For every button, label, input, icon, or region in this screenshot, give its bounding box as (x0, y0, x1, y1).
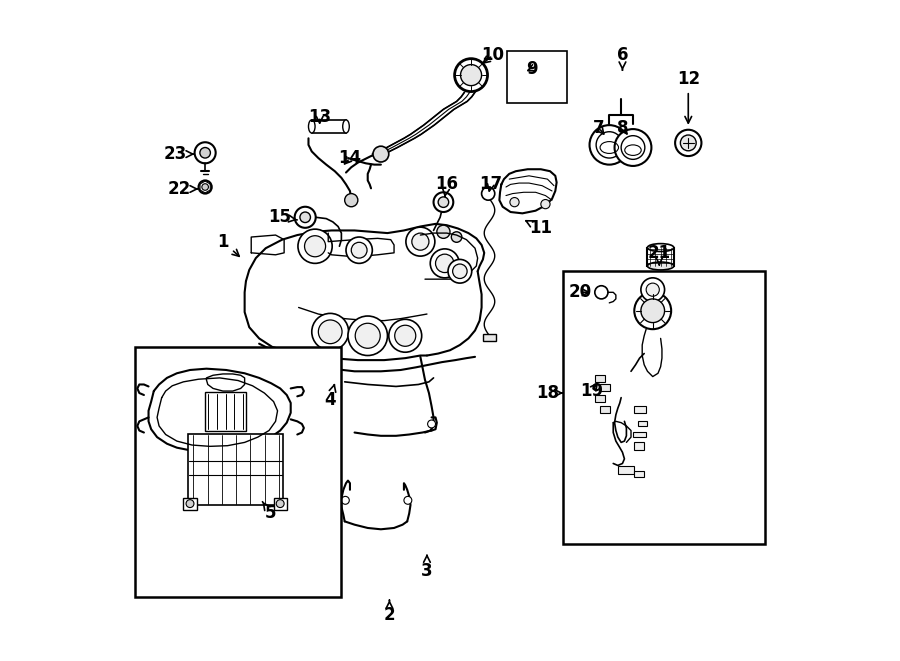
Bar (633, 432, 646, 437)
Circle shape (680, 135, 697, 151)
Ellipse shape (647, 262, 674, 270)
Circle shape (356, 323, 380, 348)
Circle shape (406, 227, 435, 256)
Text: 19: 19 (580, 382, 603, 400)
Circle shape (348, 316, 388, 356)
Circle shape (641, 299, 664, 323)
Text: 7: 7 (593, 119, 605, 137)
Circle shape (345, 194, 358, 207)
Circle shape (451, 232, 462, 243)
Circle shape (430, 249, 459, 278)
Circle shape (200, 147, 211, 158)
Circle shape (389, 319, 422, 352)
Circle shape (596, 132, 623, 158)
Text: 11: 11 (526, 219, 553, 237)
Circle shape (510, 198, 519, 207)
Text: 4: 4 (324, 385, 336, 408)
Bar (595, 375, 605, 382)
Circle shape (276, 500, 284, 508)
Bar (600, 385, 610, 391)
Text: 9: 9 (526, 59, 538, 77)
Circle shape (311, 313, 348, 350)
Bar (188, 434, 284, 505)
Circle shape (199, 180, 212, 194)
Polygon shape (500, 169, 556, 214)
Polygon shape (148, 369, 291, 451)
Text: 16: 16 (436, 175, 458, 196)
Circle shape (300, 212, 310, 223)
Bar (205, 393, 246, 430)
Circle shape (428, 420, 436, 428)
Circle shape (202, 184, 209, 190)
Text: 22: 22 (167, 180, 197, 198)
Ellipse shape (647, 244, 674, 252)
Bar (595, 395, 605, 402)
Text: 17: 17 (479, 175, 502, 194)
Circle shape (461, 65, 482, 86)
Circle shape (436, 225, 450, 239)
Circle shape (346, 237, 373, 263)
Text: 14: 14 (338, 149, 362, 167)
Bar (634, 471, 644, 477)
Bar (274, 498, 287, 510)
Circle shape (186, 500, 194, 508)
Circle shape (634, 292, 671, 329)
Text: 13: 13 (308, 108, 331, 126)
Bar (508, 51, 566, 103)
Ellipse shape (343, 120, 349, 133)
Bar (634, 407, 646, 412)
Circle shape (641, 278, 664, 301)
Bar (135, 347, 341, 597)
Circle shape (482, 187, 495, 200)
Circle shape (595, 286, 608, 299)
Text: 6: 6 (616, 46, 628, 70)
Bar (617, 466, 634, 474)
Text: 1: 1 (217, 233, 239, 256)
Circle shape (590, 125, 629, 165)
Circle shape (436, 254, 454, 272)
Text: 21: 21 (648, 244, 670, 265)
Circle shape (395, 325, 416, 346)
Text: 18: 18 (536, 384, 562, 402)
Circle shape (298, 229, 332, 263)
Circle shape (448, 259, 472, 283)
Circle shape (304, 236, 326, 256)
Text: 10: 10 (482, 46, 504, 64)
Bar (634, 442, 644, 450)
Circle shape (412, 233, 429, 251)
Circle shape (351, 243, 367, 258)
Circle shape (434, 192, 454, 212)
Ellipse shape (309, 120, 315, 133)
Text: 20: 20 (569, 284, 592, 301)
Bar (563, 271, 765, 545)
Circle shape (453, 264, 467, 278)
Text: 5: 5 (263, 502, 276, 522)
Circle shape (454, 59, 488, 92)
Text: 3: 3 (421, 555, 433, 580)
Bar (647, 248, 674, 266)
Circle shape (319, 320, 342, 344)
Text: 8: 8 (616, 119, 628, 137)
Circle shape (194, 142, 216, 163)
Bar (637, 420, 647, 426)
Bar (600, 407, 610, 412)
Circle shape (675, 130, 701, 156)
Circle shape (438, 197, 449, 208)
Circle shape (646, 283, 660, 296)
Bar (184, 498, 196, 510)
Circle shape (621, 136, 644, 159)
Text: 15: 15 (269, 208, 297, 226)
Circle shape (615, 129, 652, 166)
Circle shape (404, 496, 412, 504)
Circle shape (373, 146, 389, 162)
Text: 2: 2 (383, 600, 395, 624)
Circle shape (294, 207, 316, 228)
Circle shape (341, 496, 349, 504)
Text: 12: 12 (677, 70, 700, 123)
Bar (311, 120, 346, 133)
Bar (483, 334, 496, 341)
Text: 23: 23 (163, 145, 193, 163)
Circle shape (541, 200, 550, 209)
